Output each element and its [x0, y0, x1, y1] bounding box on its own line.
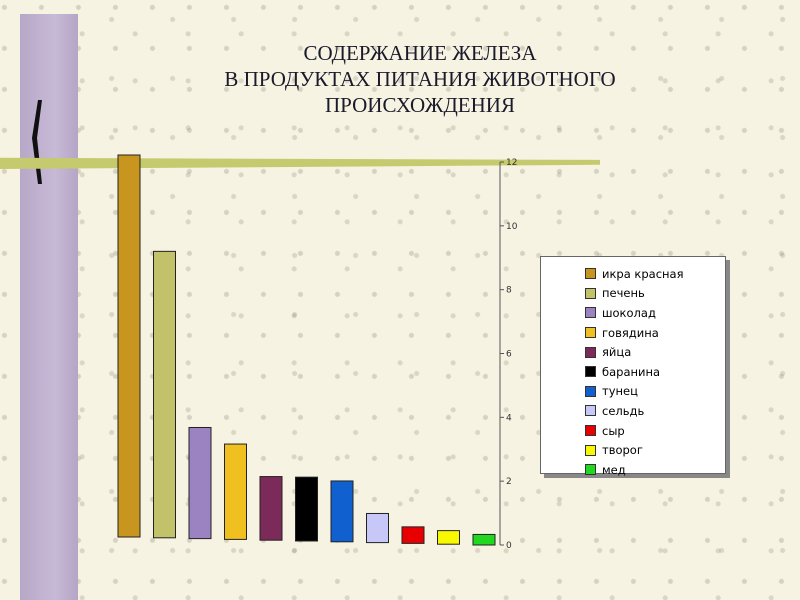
legend-label: говядина: [602, 325, 659, 340]
legend-item: тунец: [585, 382, 725, 402]
legend-swatch: [585, 307, 596, 319]
bar-2: [153, 250, 176, 539]
legend-swatch: [585, 405, 596, 417]
legend-swatch: [585, 464, 596, 476]
y-tick-label: 10: [506, 222, 518, 232]
legend-item: говядина: [585, 323, 725, 343]
legend-label: тунец: [602, 384, 638, 399]
legend-label: яйца: [602, 345, 632, 360]
chart-title: СОДЕРЖАНИЕ ЖЕЛЕЗА В ПРОДУКТАХ ПИТАНИЯ ЖИ…: [150, 40, 690, 118]
legend-item: баранина: [585, 362, 725, 382]
title-line-3: ПРОИСХОЖДЕНИЯ: [325, 93, 515, 117]
bar-11: [472, 533, 496, 546]
legend-item: мед: [585, 460, 725, 480]
bar-5: [259, 476, 283, 541]
legend-item: икра красная: [585, 264, 725, 284]
y-tick-label: 4: [506, 413, 512, 423]
y-tick-label: 12: [506, 158, 517, 168]
bar-6: [295, 476, 318, 542]
bar-9: [401, 526, 425, 544]
legend-swatch: [585, 444, 596, 456]
y-tick-label: 2: [506, 477, 512, 487]
legend-item: яйца: [585, 342, 725, 362]
bar-1: [117, 154, 141, 538]
legend-label: шоколад: [602, 305, 656, 320]
decorative-accent-line: [0, 157, 600, 169]
legend-label: мед: [602, 462, 626, 477]
title-line-1: СОДЕРЖАНИЕ ЖЕЛЕЗА: [303, 41, 537, 65]
legend-swatch: [585, 385, 596, 397]
y-tick-label: 0: [506, 541, 512, 551]
y-tick-label: 6: [506, 350, 512, 360]
bars-group: [117, 154, 496, 546]
legend-label: творог: [602, 443, 643, 458]
bar-8: [366, 512, 389, 544]
legend-item: сельдь: [585, 401, 725, 421]
y-tick-label: 8: [506, 286, 512, 296]
legend-swatch: [585, 287, 596, 299]
legend-label: печень: [602, 286, 645, 301]
legend-swatch: [585, 425, 596, 437]
legend-swatch: [585, 268, 596, 280]
bar-7: [330, 480, 354, 543]
legend-label: икра красная: [602, 266, 684, 281]
legend-swatch: [585, 366, 596, 378]
legend-swatch: [585, 346, 596, 358]
bar-10: [437, 530, 460, 545]
decorative-vertical-bar: [20, 14, 78, 600]
legend-item: творог: [585, 440, 725, 460]
bar-4: [224, 443, 247, 540]
legend-item: печень: [585, 284, 725, 304]
legend-swatch: [585, 327, 596, 339]
legend-label: баранина: [602, 364, 661, 379]
bar-3: [188, 426, 212, 540]
legend-item: шоколад: [585, 303, 725, 323]
y-axis: 0 2 4 6 8 10 12: [499, 158, 518, 551]
legend-label: сельдь: [602, 403, 645, 418]
legend-item: сыр: [585, 421, 725, 441]
title-line-2: В ПРОДУКТАХ ПИТАНИЯ ЖИВОТНОГО: [224, 67, 616, 91]
legend-label: сыр: [602, 423, 625, 438]
chart-legend: икра красная печень шоколад говядина яйца бар…: [540, 256, 726, 477]
